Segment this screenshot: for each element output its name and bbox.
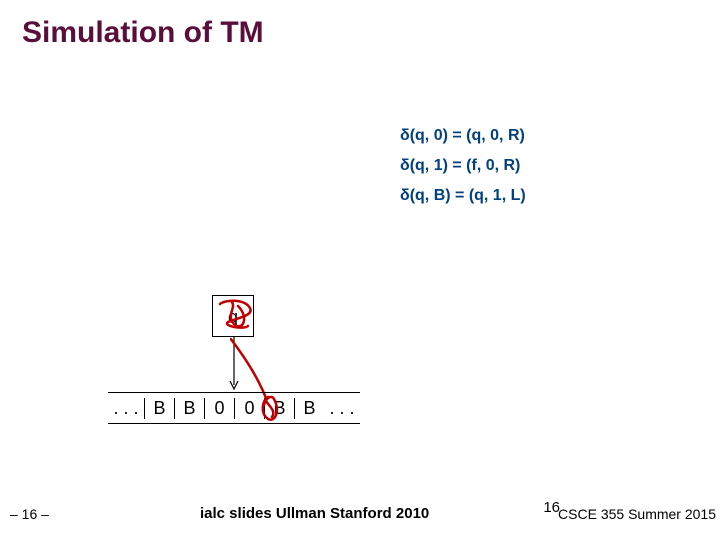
tape-cell: B (264, 398, 294, 419)
tape: . . . B B 0 0 B B . . . (108, 392, 360, 424)
tape-cell: B (174, 398, 204, 419)
tape-ellipsis: . . . (324, 398, 360, 419)
rule-line: δ(q, B) = (q, 1, L) (400, 188, 526, 204)
transition-rules: δ(q, 0) = (q, 0, R) δ(q, 1) = (f, 0, R) … (400, 128, 526, 218)
tape-cell: 0 (204, 398, 234, 419)
slide-title: Simulation of TM (22, 16, 264, 50)
footer-course: CSCE 355 Summer 2015 (558, 506, 716, 522)
rule-line: δ(q, 0) = (q, 0, R) (400, 128, 526, 144)
footer-page-marker: – 16 – (10, 506, 49, 522)
state-label: q (228, 307, 238, 327)
rule-line: δ(q, 1) = (f, 0, R) (400, 158, 526, 174)
tape-cell: B (294, 398, 324, 419)
state-box: q (212, 295, 254, 337)
head-arrow-icon (228, 337, 242, 393)
tape-cell: 0 (234, 398, 264, 419)
slide: Simulation of TM δ(q, 0) = (q, 0, R) δ(q… (0, 0, 720, 540)
tape-cell: B (144, 398, 174, 419)
tape-ellipsis: . . . (108, 398, 144, 419)
footer-source: ialc slides Ullman Stanford 2010 (200, 505, 429, 522)
